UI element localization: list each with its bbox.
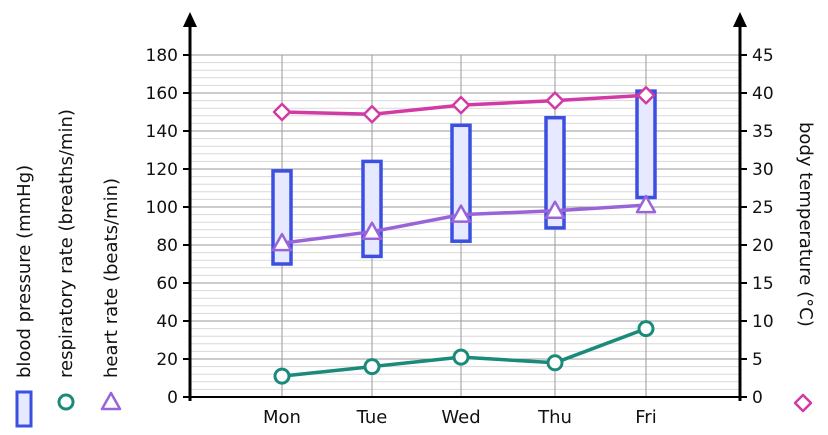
right-tick-label: 40 — [752, 84, 774, 104]
heart-rate-point — [361, 221, 383, 240]
respiratory-rate-point — [273, 367, 291, 385]
body-temperature-legend-icon — [793, 393, 813, 413]
right-tick-label: 20 — [752, 236, 774, 256]
right-axis-title: body temperature (°C) — [795, 122, 816, 327]
blood-pressure-bar — [635, 89, 657, 200]
left-tick-label: 100 — [146, 198, 178, 218]
body-temperature-point — [545, 91, 565, 110]
left-tick-label: 40 — [156, 312, 178, 332]
body-temperature-point — [636, 86, 656, 105]
respiratory-rate-point — [363, 358, 381, 376]
right-tick-label: 10 — [752, 312, 774, 332]
right-tick-label: 15 — [752, 274, 774, 294]
left-tick-label: 0 — [167, 388, 178, 408]
left-tick-label: 160 — [146, 84, 178, 104]
right-tick-label: 35 — [752, 122, 774, 142]
x-tick-label: Wed — [441, 407, 480, 428]
left-axis-title: heart rate (beats/min) — [101, 178, 122, 378]
right-tick-label: 25 — [752, 198, 774, 218]
right-axis-arrow — [733, 12, 747, 27]
left-tick-label: 60 — [156, 274, 178, 294]
body-temperature-point — [272, 102, 292, 122]
right-tick-label: 5 — [752, 350, 763, 370]
left-axis-title: blood pressure (mmHg) — [14, 165, 35, 378]
blood-pressure-bar — [544, 115, 566, 230]
respiratory-rate-point — [452, 348, 470, 366]
axes — [183, 12, 747, 401]
right-tick-label: 0 — [752, 388, 763, 408]
respiratory-rate-point — [637, 320, 655, 338]
x-tick-label: Thu — [537, 407, 572, 428]
tick-labels: 0 20 40 60 80 100 120 140 160 180 0 5 10 15 20 25 30 35 40… — [146, 46, 774, 428]
left-tick-label: 180 — [146, 46, 178, 66]
right-tick-label: 30 — [752, 160, 774, 180]
body-temperature-point — [362, 105, 382, 124]
right-tick-label: 45 — [752, 46, 774, 66]
legend-and-axis-titles: blood pressure (mmHg) respiratory rate (b… — [14, 109, 816, 428]
left-tick-label: 140 — [146, 122, 178, 142]
left-tick-label: 20 — [156, 350, 178, 370]
blood-pressure-legend-icon — [15, 390, 33, 428]
x-tick-label: Tue — [356, 407, 388, 428]
heart-rate-point — [450, 204, 472, 223]
series-markers — [271, 86, 657, 385]
blood-pressure-bar — [450, 123, 472, 243]
x-tick-label: Mon — [263, 407, 301, 428]
heart-rate-point — [544, 200, 566, 220]
left-tick-label: 80 — [156, 236, 178, 256]
body-temperature-point — [451, 95, 471, 115]
heart-rate-legend-icon — [100, 391, 122, 411]
respiratory-rate-point — [546, 354, 564, 372]
x-tick-label: Fri — [635, 407, 656, 428]
blood-pressure-bar — [361, 159, 383, 259]
left-tick-label: 120 — [146, 160, 178, 180]
heart-rate-point — [271, 232, 293, 252]
respiratory-rate-legend-icon — [57, 393, 75, 411]
left-axis-arrow — [183, 12, 197, 27]
heart-rate-point — [635, 194, 657, 214]
left-axis-title: respiratory rate (breaths/min) — [56, 109, 77, 378]
